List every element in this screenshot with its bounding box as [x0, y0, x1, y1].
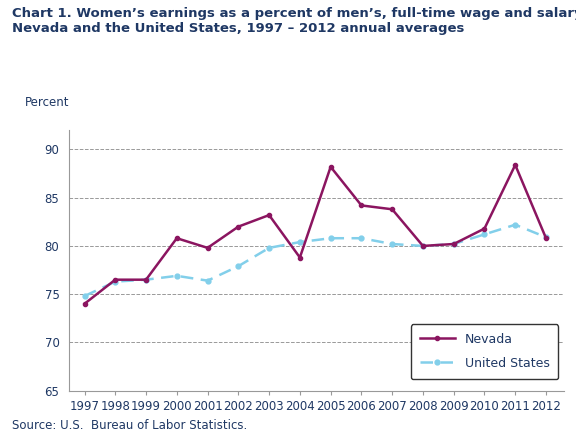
Text: Percent: Percent: [25, 96, 69, 109]
Nevada: [235, 224, 242, 229]
United States: [327, 236, 334, 241]
Nevada: [481, 226, 488, 231]
Text: Chart 1. Women’s earnings as a percent of men’s, full-time wage and salary worke: Chart 1. Women’s earnings as a percent o…: [12, 7, 576, 35]
Nevada: [419, 243, 426, 249]
Nevada: [327, 164, 334, 169]
United States: [81, 293, 88, 299]
United States: [235, 263, 242, 269]
United States: [143, 277, 150, 282]
United States: [389, 241, 396, 247]
Nevada: [81, 301, 88, 306]
Legend: Nevada, United States: Nevada, United States: [411, 324, 558, 379]
United States: [481, 232, 488, 237]
Text: Source: U.S.  Bureau of Labor Statistics.: Source: U.S. Bureau of Labor Statistics.: [12, 419, 247, 432]
United States: [543, 235, 550, 240]
United States: [512, 222, 519, 227]
Nevada: [204, 245, 211, 250]
Nevada: [112, 277, 119, 282]
Nevada: [173, 236, 180, 241]
Nevada: [512, 162, 519, 168]
United States: [419, 243, 426, 249]
Nevada: [358, 203, 365, 208]
Nevada: [143, 277, 150, 282]
United States: [266, 245, 272, 250]
Nevada: [297, 255, 304, 260]
United States: [173, 273, 180, 279]
Nevada: [450, 241, 457, 247]
Line: Nevada: Nevada: [82, 163, 548, 306]
United States: [358, 236, 365, 241]
United States: [112, 279, 119, 284]
Nevada: [266, 213, 272, 218]
United States: [297, 240, 304, 245]
Nevada: [543, 236, 550, 241]
United States: [204, 278, 211, 283]
Nevada: [389, 207, 396, 212]
United States: [450, 241, 457, 247]
Line: United States: United States: [82, 222, 548, 299]
